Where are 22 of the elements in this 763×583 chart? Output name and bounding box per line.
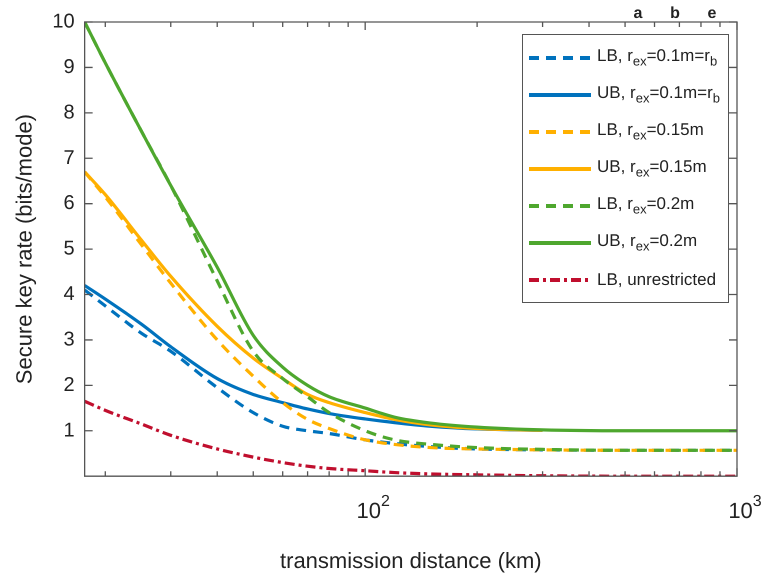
legend-label: UB, r$_{ex}$=0.2m	[596, 231, 698, 254]
x-axis-title: transmission distance (km)	[280, 548, 542, 573]
y-tick-label: 8	[64, 101, 75, 124]
y-axis-title: Secure key rate (bits/mode)	[11, 114, 36, 384]
legend-label: UB, r$_{ex}$=0.15m	[596, 157, 707, 180]
y-tick-label: 7	[64, 146, 75, 169]
y-tick-label: 4	[64, 283, 75, 306]
y-tick-label: 3	[64, 328, 75, 350]
legend-label: LB, unrestricted	[596, 270, 716, 290]
y-tick-label: 10	[52, 10, 75, 33]
legend-label: LB, r$_{ex}$=0.2m	[596, 194, 694, 217]
text: b	[670, 5, 680, 22]
y-tick-label: 1	[64, 419, 75, 442]
y-tick-label: 2	[64, 374, 75, 396]
y-tick-label: 5	[64, 238, 75, 260]
y-tick-label: 9	[64, 56, 75, 78]
text: e	[708, 5, 717, 22]
y-tick-label: 6	[64, 192, 75, 214]
legend-label: LB, r$_{ex}$=0.15m	[596, 120, 704, 143]
legend-label: UB, r$_{ex}$=0.1m=r$_{b}$	[596, 83, 720, 106]
legend-label: LB, r$_{ex}$=0.1m=r$_{b}$	[596, 46, 718, 69]
text: a	[634, 5, 643, 22]
